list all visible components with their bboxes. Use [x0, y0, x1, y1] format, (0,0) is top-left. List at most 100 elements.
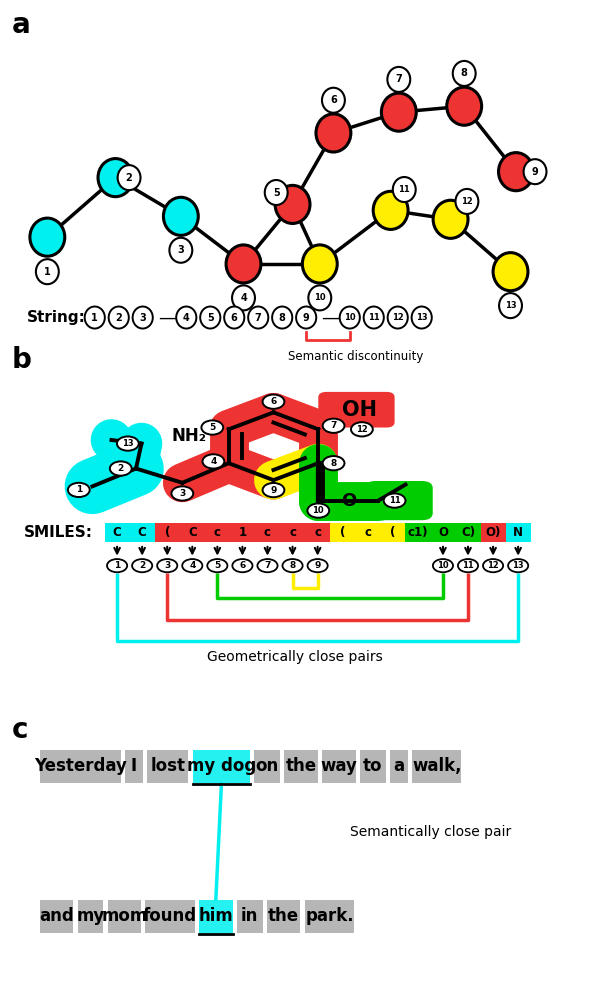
Circle shape: [308, 503, 329, 518]
Text: String:: String:: [27, 310, 86, 325]
Text: 11: 11: [368, 313, 380, 322]
Bar: [230, 523, 255, 543]
Text: 7: 7: [330, 421, 337, 430]
FancyBboxPatch shape: [77, 899, 103, 933]
Text: c1): c1): [408, 526, 428, 539]
Text: 7: 7: [264, 561, 271, 570]
Bar: [355, 523, 380, 543]
Text: 8: 8: [461, 69, 468, 79]
Text: a: a: [12, 11, 30, 39]
Text: 9: 9: [532, 167, 538, 177]
Text: the: the: [268, 907, 299, 925]
Text: O): O): [485, 526, 501, 539]
Circle shape: [302, 245, 337, 283]
Text: (: (: [390, 526, 396, 539]
FancyBboxPatch shape: [237, 899, 263, 933]
Circle shape: [176, 306, 196, 328]
Text: c: c: [314, 526, 321, 539]
Text: c: c: [264, 526, 271, 539]
Circle shape: [85, 306, 105, 328]
Circle shape: [283, 559, 303, 572]
Circle shape: [232, 285, 255, 310]
Text: O: O: [438, 526, 448, 539]
Text: 2: 2: [116, 312, 122, 322]
Text: b: b: [12, 346, 32, 374]
Text: mom: mom: [101, 907, 147, 925]
Text: in: in: [241, 907, 259, 925]
Text: 3: 3: [178, 246, 184, 255]
Bar: [180, 523, 205, 543]
Circle shape: [373, 192, 408, 230]
Circle shape: [36, 259, 59, 284]
Bar: [205, 523, 230, 543]
Circle shape: [340, 306, 360, 328]
FancyBboxPatch shape: [193, 749, 250, 783]
Circle shape: [524, 159, 547, 185]
FancyBboxPatch shape: [145, 899, 195, 933]
Circle shape: [412, 306, 432, 328]
Circle shape: [499, 293, 522, 318]
Text: NH₂: NH₂: [172, 427, 206, 445]
Circle shape: [117, 436, 139, 451]
Circle shape: [30, 219, 65, 256]
Text: 12: 12: [356, 425, 368, 434]
Circle shape: [493, 252, 528, 290]
Text: 2: 2: [126, 173, 132, 183]
Circle shape: [108, 306, 129, 328]
FancyBboxPatch shape: [40, 749, 120, 783]
FancyBboxPatch shape: [267, 899, 300, 933]
Bar: [155, 523, 180, 543]
Text: 3: 3: [164, 561, 170, 570]
Text: 5: 5: [209, 423, 215, 432]
Text: lost: lost: [150, 757, 185, 775]
Circle shape: [351, 422, 373, 436]
Text: my dog: my dog: [187, 757, 256, 775]
Circle shape: [381, 93, 416, 131]
Text: 9: 9: [303, 312, 309, 322]
Circle shape: [107, 559, 127, 572]
Circle shape: [157, 559, 177, 572]
Text: N: N: [513, 526, 523, 539]
Circle shape: [364, 306, 384, 328]
Text: —: —: [158, 308, 176, 326]
Circle shape: [117, 165, 141, 191]
Text: the: the: [285, 757, 316, 775]
Bar: [380, 523, 405, 543]
Text: 12: 12: [487, 561, 499, 570]
Circle shape: [182, 559, 203, 572]
Text: 3: 3: [139, 312, 146, 322]
Text: OH: OH: [342, 400, 377, 420]
Text: 6: 6: [330, 95, 337, 105]
Circle shape: [248, 306, 268, 328]
Bar: [129, 523, 155, 543]
Circle shape: [169, 238, 193, 262]
Circle shape: [265, 180, 288, 205]
Text: 11: 11: [398, 185, 410, 194]
FancyBboxPatch shape: [284, 749, 318, 783]
Text: 2: 2: [117, 464, 124, 473]
Circle shape: [308, 559, 328, 572]
Text: C: C: [113, 526, 122, 539]
Text: 11: 11: [462, 561, 474, 570]
Text: c: c: [12, 717, 29, 745]
Circle shape: [453, 61, 476, 86]
Circle shape: [272, 306, 292, 328]
Bar: [405, 523, 430, 543]
Circle shape: [226, 245, 261, 283]
Circle shape: [322, 418, 344, 433]
Text: O: O: [341, 492, 356, 510]
FancyBboxPatch shape: [322, 749, 356, 783]
Text: 12: 12: [392, 313, 403, 322]
FancyBboxPatch shape: [125, 749, 142, 783]
Text: 13: 13: [513, 561, 524, 570]
Bar: [480, 523, 505, 543]
Text: c: c: [214, 526, 221, 539]
Text: 8: 8: [290, 561, 296, 570]
Text: found: found: [143, 907, 197, 925]
Bar: [330, 523, 355, 543]
Circle shape: [232, 559, 253, 572]
Text: 3: 3: [179, 489, 185, 498]
FancyBboxPatch shape: [365, 481, 433, 520]
Circle shape: [172, 486, 193, 501]
Bar: [255, 523, 280, 543]
